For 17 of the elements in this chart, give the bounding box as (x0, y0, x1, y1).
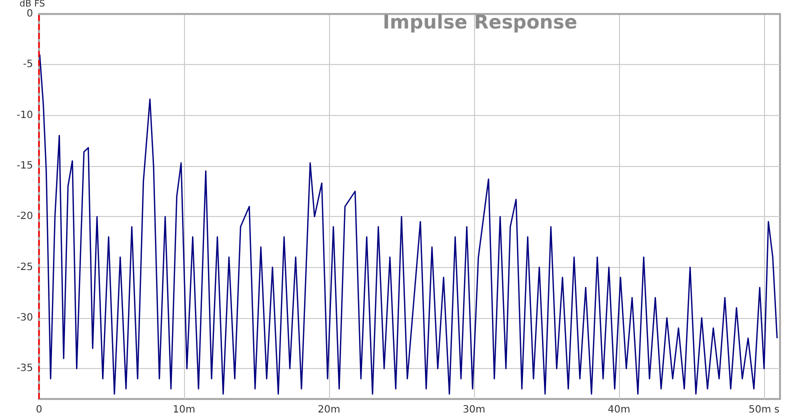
y-tick-label: -5 (23, 59, 33, 70)
y-tick-label: 0 (26, 8, 33, 20)
chart-title: Impulse Response (382, 12, 578, 34)
line-series (39, 54, 778, 395)
y-axis-title: dB FS (20, 0, 46, 10)
y-tick-label: -25 (16, 262, 33, 273)
x-tick-label: 40m (608, 404, 630, 416)
x-tick-label: 20m (318, 404, 340, 416)
x-tick-label: 50m s (748, 404, 780, 416)
y-tick-label: -35 (16, 363, 33, 374)
y-tick-label: -15 (16, 160, 33, 172)
x-tick-label: 30m (462, 404, 486, 416)
x-tick-label: 0 (36, 404, 42, 416)
x-tick-label: 10m (172, 404, 196, 416)
y-tick-label: -30 (16, 312, 33, 324)
y-tick-label: -10 (16, 110, 33, 121)
y-tick-label: -20 (16, 211, 33, 222)
